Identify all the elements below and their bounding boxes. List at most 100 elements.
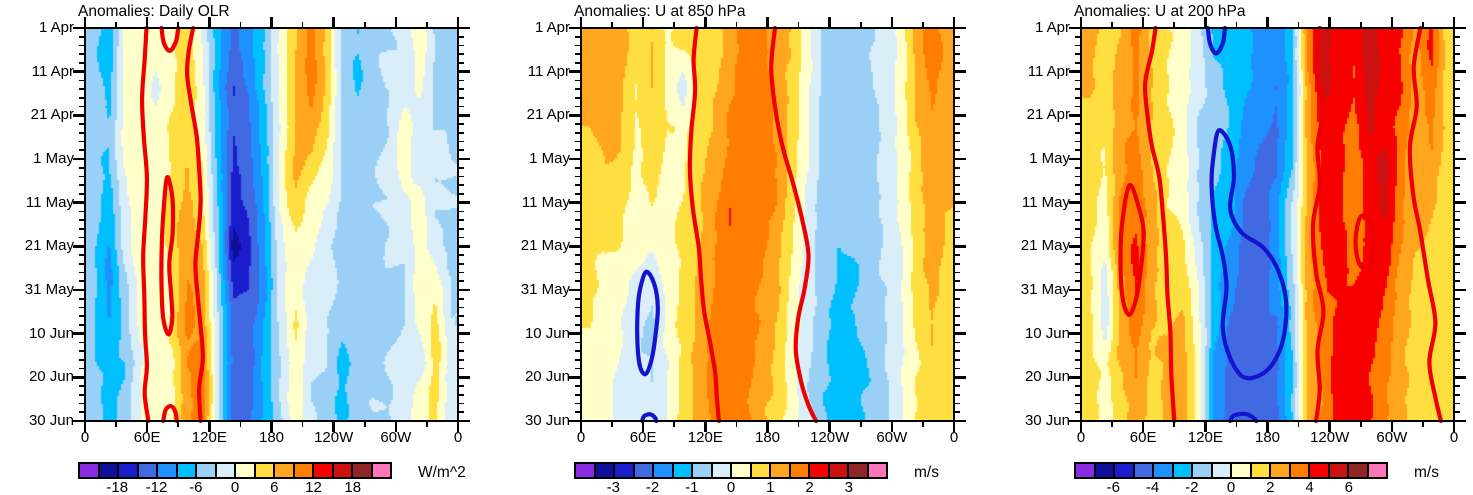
axis-tick <box>1455 105 1460 108</box>
axis-tick <box>459 419 470 423</box>
axis-tick <box>955 411 960 414</box>
axis-tick <box>575 359 580 361</box>
axis-tick <box>79 79 84 82</box>
axis-tick <box>955 219 960 221</box>
axis-tick <box>1075 97 1080 99</box>
axis-tick <box>459 175 464 178</box>
colorbar-unit-label: W/m^2 <box>418 464 466 481</box>
axis-tick <box>1455 79 1460 82</box>
axis-tick <box>459 306 464 309</box>
axis-tick <box>1455 70 1466 73</box>
axis-tick <box>1075 271 1080 274</box>
axis-tick <box>1455 97 1460 99</box>
colorbar-segment <box>98 463 118 478</box>
axis-tick <box>79 394 84 396</box>
colorbar-tick-label: 4 <box>1305 479 1314 495</box>
axis-tick <box>1455 219 1460 221</box>
axis-tick <box>1075 44 1080 47</box>
axis-tick <box>575 62 580 64</box>
colorbar-segment <box>809 463 829 478</box>
axis-tick <box>1455 228 1460 230</box>
axis-tick <box>955 132 960 134</box>
axis-tick <box>575 184 580 186</box>
axis-tick <box>1455 254 1460 256</box>
colorbar-segment <box>1348 463 1368 478</box>
axis-tick <box>575 149 580 152</box>
colorbar-segment <box>196 463 216 478</box>
axis-tick <box>1359 422 1362 427</box>
positive-contour-line <box>1142 25 1177 424</box>
axis-tick <box>459 132 464 134</box>
axis-tick <box>569 376 580 379</box>
axis-tick <box>1455 359 1460 361</box>
axis-tick <box>955 210 960 213</box>
colorbar-segment <box>176 463 196 478</box>
colorbar-segment <box>1172 463 1192 478</box>
axis-tick <box>1455 35 1460 38</box>
axis-tick <box>673 422 676 427</box>
axis-tick <box>1455 245 1466 248</box>
colorbar-tick-label: 6 <box>270 479 279 495</box>
axis-tick <box>1455 236 1460 239</box>
colorbar-tick-label: -3 <box>606 479 620 495</box>
x-tick-label: 180 <box>1254 429 1281 446</box>
colorbar-segment <box>235 463 255 478</box>
axis-tick <box>459 193 464 195</box>
axis-tick <box>1455 184 1460 186</box>
axis-tick <box>79 263 84 265</box>
axis-tick <box>79 132 84 134</box>
axis-tick <box>73 157 84 161</box>
axis-tick <box>922 422 924 427</box>
y-tick-label: 11 Apr <box>1027 62 1070 80</box>
axis-tick <box>1455 332 1466 335</box>
x-tick-label: 120E <box>1187 429 1223 446</box>
colorbar-segment <box>274 463 294 478</box>
axis-tick <box>79 385 84 387</box>
axis-tick <box>641 17 645 27</box>
axis-tick <box>955 254 960 256</box>
colorbar-segment <box>1114 463 1134 478</box>
x-tick-label: 120E <box>687 429 723 446</box>
colorbar-segment <box>352 463 372 478</box>
axis-tick <box>1390 422 1394 432</box>
axis-tick <box>955 97 960 99</box>
axis-tick <box>575 385 580 387</box>
axis-tick <box>955 184 960 186</box>
axis-tick <box>459 88 464 90</box>
plot-area <box>1069 17 1466 432</box>
x-tick-label: 120E <box>191 429 227 446</box>
axis-tick <box>301 22 304 27</box>
colorbar-segment <box>653 463 673 478</box>
axis-tick <box>1455 123 1460 125</box>
axis-tick <box>1069 376 1080 379</box>
axis-tick <box>955 53 960 55</box>
axis-tick <box>1075 350 1080 352</box>
axis-tick <box>1075 367 1080 370</box>
axis-tick <box>1452 17 1456 27</box>
axis-tick <box>1075 149 1080 152</box>
axis-tick <box>1455 149 1460 152</box>
axis-tick <box>459 140 464 143</box>
axis-tick <box>955 149 960 152</box>
colorbar <box>574 462 888 479</box>
axis-tick <box>459 402 464 405</box>
x-tick-label: 120W <box>1310 429 1350 446</box>
colorbar-segment <box>711 463 731 478</box>
axis-tick <box>1455 419 1466 423</box>
axis-tick <box>73 288 84 292</box>
colorbar-segment <box>1270 463 1290 478</box>
axis-tick <box>1075 184 1080 186</box>
axis-tick <box>1235 22 1238 27</box>
axis-tick <box>459 297 464 300</box>
y-tick-label: 1 May <box>33 150 74 167</box>
axis-tick <box>79 193 84 195</box>
axis-tick <box>955 123 960 125</box>
axis-tick <box>79 315 84 317</box>
axis-tick <box>459 44 464 47</box>
axis-tick <box>301 422 304 427</box>
colorbar-segment <box>633 463 653 478</box>
axis-tick <box>766 422 769 432</box>
axis-tick <box>459 367 464 370</box>
axis-tick <box>955 201 966 204</box>
axis-tick <box>704 422 707 432</box>
